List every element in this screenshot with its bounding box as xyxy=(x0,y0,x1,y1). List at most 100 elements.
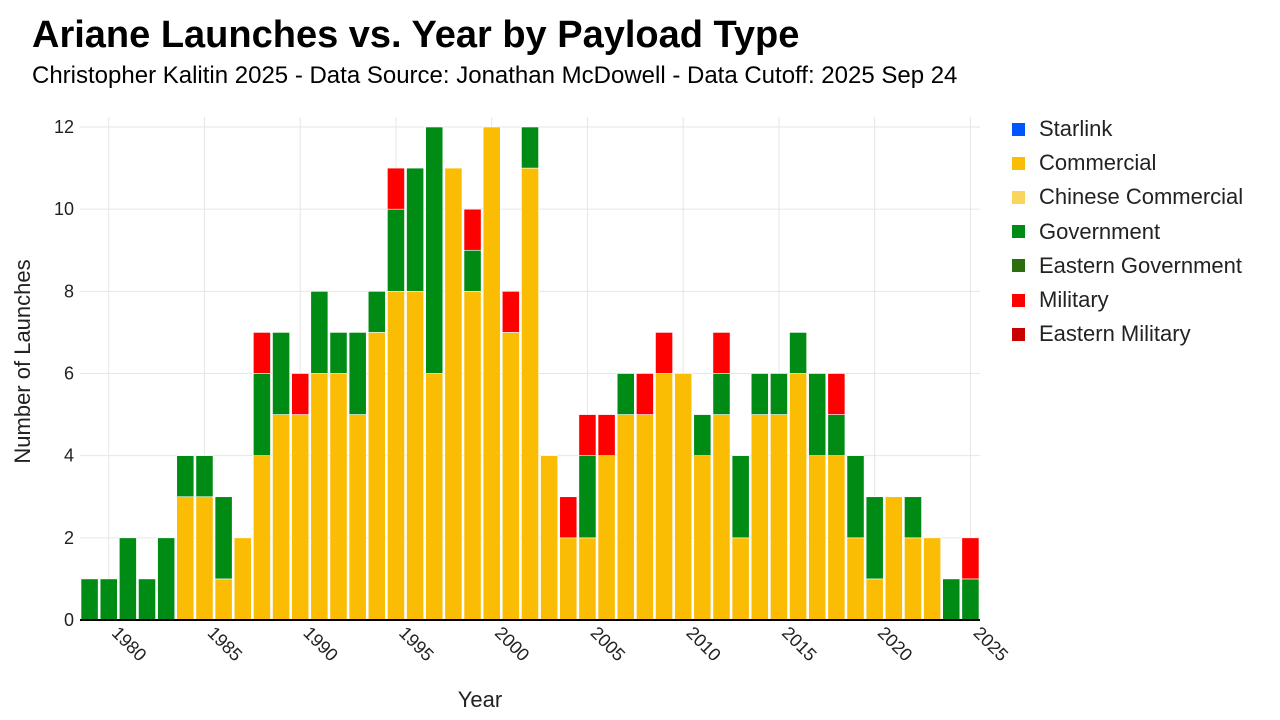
bar-government-2019 xyxy=(846,455,865,539)
legend-label: Starlink xyxy=(1039,116,1113,142)
bar-government-1983 xyxy=(157,537,176,621)
chart-title: Ariane Launches vs. Year by Payload Type xyxy=(32,14,800,56)
bar-government-2018 xyxy=(827,414,846,456)
bar-military-2004 xyxy=(559,496,578,539)
bar-commercial-2021 xyxy=(884,496,903,621)
legend-item[interactable]: Commercial xyxy=(1012,146,1243,180)
legend-swatch xyxy=(1012,259,1025,273)
legend-label: Commercial xyxy=(1039,150,1157,176)
bar-government-1984 xyxy=(176,455,195,498)
bar-military-1988 xyxy=(253,332,271,374)
bar-government-1995 xyxy=(387,208,405,292)
bar-commercial-1991 xyxy=(310,373,329,621)
bar-commercial-2001 xyxy=(501,332,520,621)
bar-commercial-1998 xyxy=(444,167,463,621)
x-tick-label: 2010 xyxy=(682,623,724,665)
bar-commercial-2016 xyxy=(789,373,807,621)
x-tick-label: 1985 xyxy=(204,623,246,665)
bar-government-2016 xyxy=(789,332,807,374)
legend-swatch xyxy=(1012,225,1025,239)
y-axis-label: Number of Launches xyxy=(10,259,35,463)
bar-government-2007 xyxy=(616,373,635,415)
bar-government-1988 xyxy=(253,373,271,456)
bar-commercial-2000 xyxy=(482,126,501,621)
bar-commercial-2019 xyxy=(846,537,865,621)
x-tick-label: 2005 xyxy=(587,623,629,665)
bar-commercial-1999 xyxy=(463,291,482,621)
bar-commercial-2014 xyxy=(750,414,769,621)
bar-commercial-1990 xyxy=(291,414,310,621)
legend-item[interactable]: Government xyxy=(1012,215,1243,249)
y-tick-label: 8 xyxy=(64,281,74,301)
bar-commercial-2008 xyxy=(636,414,654,621)
x-tick-label: 2000 xyxy=(491,623,533,665)
bar-commercial-1986 xyxy=(214,578,233,621)
bar-government-1981 xyxy=(118,537,137,621)
legend-swatch xyxy=(1012,293,1025,307)
bar-commercial-2006 xyxy=(597,455,616,621)
bar-commercial-1995 xyxy=(387,291,405,621)
bar-government-1989 xyxy=(272,332,290,415)
legend: Starlink Commercial Chinese Commercial Gove… xyxy=(1012,112,1243,351)
legend-label: Eastern Government xyxy=(1039,252,1242,278)
bar-government-2012 xyxy=(712,373,731,415)
legend-swatch xyxy=(1012,190,1025,204)
bar-commercial-2018 xyxy=(827,455,846,621)
bar-commercial-2011 xyxy=(693,455,712,621)
bar-government-2025 xyxy=(961,578,980,621)
legend-item[interactable]: Chinese Commercial xyxy=(1012,180,1243,214)
bar-government-2013 xyxy=(731,455,750,539)
bar-military-2009 xyxy=(655,332,673,374)
bar-commercial-1984 xyxy=(176,496,195,621)
bar-commercial-2013 xyxy=(731,537,750,621)
bar-military-1990 xyxy=(291,373,310,415)
y-tick-label: 12 xyxy=(54,117,74,137)
bar-government-2005 xyxy=(578,455,597,539)
bar-military-1995 xyxy=(387,167,405,210)
bar-government-1979 xyxy=(80,578,99,621)
x-tick-label: 2015 xyxy=(778,623,820,665)
bar-government-1991 xyxy=(310,291,329,374)
bar-commercial-1994 xyxy=(367,332,386,621)
bar-commercial-1993 xyxy=(348,414,367,621)
bar-commercial-2005 xyxy=(578,537,597,621)
y-tick-label: 10 xyxy=(54,199,74,219)
bar-commercial-2023 xyxy=(923,537,942,621)
legend-item[interactable]: Military xyxy=(1012,283,1243,317)
bar-military-2018 xyxy=(827,373,846,415)
bar-government-2024 xyxy=(942,578,961,621)
bar-military-2008 xyxy=(636,373,654,415)
bar-commercial-1992 xyxy=(329,373,348,621)
bar-military-2006 xyxy=(597,414,616,456)
bar-commercial-2010 xyxy=(674,373,693,621)
bar-commercial-1997 xyxy=(425,373,444,621)
bar-commercial-2022 xyxy=(904,537,922,621)
bar-commercial-1996 xyxy=(406,291,424,621)
x-axis-label: Year xyxy=(458,687,502,712)
bar-government-1986 xyxy=(214,496,233,580)
bar-commercial-2007 xyxy=(616,414,635,621)
bar-commercial-2009 xyxy=(655,373,673,621)
y-tick-label: 2 xyxy=(64,528,74,548)
x-tick-label: 2020 xyxy=(874,623,916,665)
x-tick-label: 2025 xyxy=(970,623,1012,665)
legend-label: Eastern Military xyxy=(1039,321,1191,347)
legend-item[interactable]: Starlink xyxy=(1012,112,1243,146)
chart-subtitle: Christopher Kalitin 2025 - Data Source: … xyxy=(32,62,958,89)
bar-government-2014 xyxy=(750,373,769,415)
x-tick-label: 1995 xyxy=(395,623,437,665)
legend-item[interactable]: Eastern Military xyxy=(1012,317,1243,351)
bar-military-1999 xyxy=(463,208,482,251)
bar-military-2001 xyxy=(501,291,520,333)
legend-item[interactable]: Eastern Government xyxy=(1012,249,1243,283)
bar-government-1999 xyxy=(463,249,482,292)
y-tick-label: 0 xyxy=(64,610,74,630)
bar-commercial-1988 xyxy=(253,455,271,621)
bar-government-2020 xyxy=(865,496,884,580)
y-tick-label: 4 xyxy=(64,446,74,466)
bar-commercial-2004 xyxy=(559,537,578,621)
legend-swatch xyxy=(1012,122,1025,136)
bar-military-2025 xyxy=(961,537,980,580)
bar-government-1982 xyxy=(138,578,156,621)
